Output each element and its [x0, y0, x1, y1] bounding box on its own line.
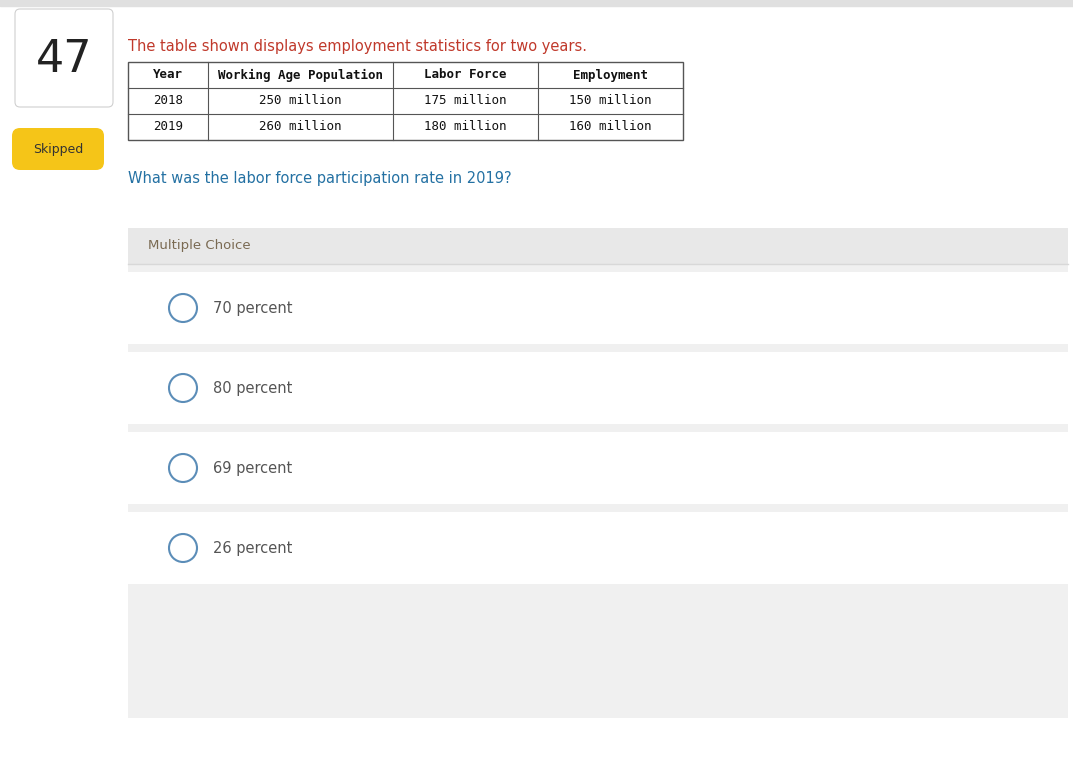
Text: 70 percent: 70 percent — [214, 301, 293, 316]
Bar — [128, 228, 1068, 264]
Text: 2018: 2018 — [153, 95, 183, 108]
Text: 80 percent: 80 percent — [214, 380, 292, 395]
Text: What was the labor force participation rate in 2019?: What was the labor force participation r… — [128, 171, 512, 185]
Text: 69 percent: 69 percent — [214, 461, 292, 475]
Bar — [128, 512, 1068, 584]
Text: Working Age Population: Working Age Population — [218, 68, 383, 81]
Bar — [128, 62, 684, 140]
Circle shape — [170, 294, 197, 322]
Bar — [128, 344, 1068, 352]
Text: Employment: Employment — [573, 68, 648, 81]
Text: 150 million: 150 million — [570, 95, 651, 108]
Text: Labor Force: Labor Force — [424, 68, 506, 81]
Bar — [128, 504, 1068, 512]
Text: 47: 47 — [35, 39, 92, 81]
Bar — [128, 432, 1068, 504]
FancyBboxPatch shape — [12, 128, 104, 170]
Text: Skipped: Skipped — [33, 143, 83, 156]
Text: 26 percent: 26 percent — [214, 540, 292, 556]
Bar — [128, 352, 1068, 424]
Text: 160 million: 160 million — [570, 121, 651, 134]
Bar — [128, 424, 1068, 432]
Text: 175 million: 175 million — [424, 95, 506, 108]
Text: 180 million: 180 million — [424, 121, 506, 134]
Text: 260 million: 260 million — [260, 121, 341, 134]
Text: Year: Year — [153, 68, 183, 81]
Circle shape — [170, 374, 197, 402]
Text: 250 million: 250 million — [260, 95, 341, 108]
Text: 2019: 2019 — [153, 121, 183, 134]
Circle shape — [170, 454, 197, 482]
Bar — [0, 0, 1073, 6]
Circle shape — [170, 534, 197, 562]
FancyBboxPatch shape — [15, 9, 113, 107]
Bar — [128, 228, 1068, 718]
Bar — [128, 62, 684, 140]
Text: Multiple Choice: Multiple Choice — [148, 240, 251, 253]
Text: The table shown displays employment statistics for two years.: The table shown displays employment stat… — [128, 39, 587, 53]
Bar — [128, 592, 1068, 718]
Bar — [128, 264, 1068, 272]
Bar — [128, 272, 1068, 344]
